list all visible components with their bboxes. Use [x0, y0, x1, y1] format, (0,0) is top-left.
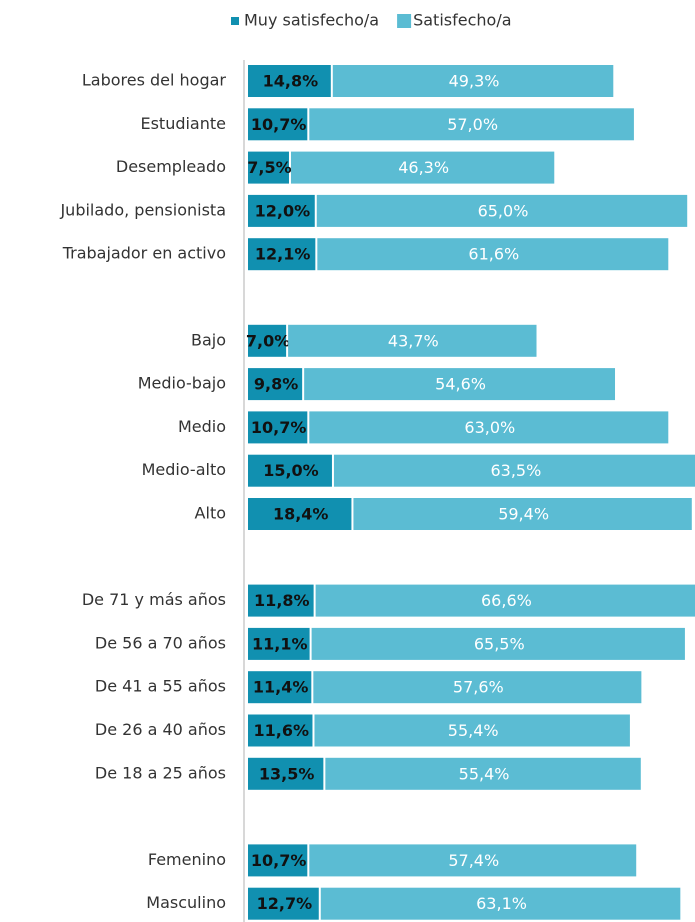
- value-label: 63,1%: [476, 894, 527, 913]
- bar-segment: [320, 887, 681, 920]
- value-label: 10,7%: [251, 851, 307, 870]
- value-label: 65,5%: [474, 634, 525, 653]
- bar-segment: [309, 411, 669, 444]
- bar-segment: [248, 757, 324, 790]
- value-label: 55,4%: [448, 721, 499, 740]
- value-label: 65,0%: [478, 201, 529, 220]
- bar-segment: [290, 151, 555, 184]
- value-label: 57,4%: [448, 851, 499, 870]
- value-label: 10,7%: [251, 418, 307, 437]
- bar-segment: [315, 584, 695, 617]
- category-label: Medio-bajo: [138, 374, 226, 393]
- value-label: 9,8%: [254, 375, 298, 394]
- value-label: 59,4%: [498, 505, 549, 524]
- bar-segment: [288, 324, 537, 357]
- category-label: Jubilado, pensionista: [59, 200, 226, 219]
- legend-swatch: [231, 17, 239, 25]
- bar-segment: [248, 368, 303, 401]
- bar-segment: [317, 238, 669, 271]
- category-label: Medio: [178, 417, 226, 436]
- bar-segment: [314, 714, 630, 747]
- value-label: 14,8%: [263, 72, 319, 91]
- bar-segment: [332, 65, 614, 97]
- bar-segment: [248, 65, 331, 97]
- legend-swatch: [397, 14, 412, 28]
- category-label: De 41 a 55 años: [95, 677, 226, 696]
- bar-segment: [248, 671, 312, 704]
- category-label: De 56 a 70 años: [95, 633, 226, 652]
- category-label: Alto: [195, 504, 226, 523]
- value-label: 12,7%: [257, 894, 313, 913]
- value-label: 11,4%: [253, 678, 309, 697]
- bar-segment: [311, 627, 685, 660]
- value-label: 12,0%: [255, 201, 311, 220]
- value-label: 43,7%: [388, 331, 439, 350]
- value-label: 11,8%: [254, 591, 310, 610]
- bar-segment: [248, 194, 315, 227]
- category-label: Bajo: [191, 330, 226, 349]
- category-label: Desempleado: [116, 157, 226, 176]
- value-label: 63,5%: [490, 461, 541, 480]
- bar-segment: [353, 498, 692, 530]
- value-label: 11,6%: [253, 721, 309, 740]
- value-label: 7,0%: [246, 331, 290, 350]
- value-label: 57,6%: [453, 678, 504, 697]
- bar-segment: [316, 194, 688, 227]
- value-label: 7,5%: [247, 158, 291, 177]
- bar-segment: [248, 844, 308, 877]
- value-label: 18,4%: [273, 505, 329, 524]
- bar-segment: [248, 584, 314, 617]
- bar-segment: [325, 757, 641, 790]
- bar-segment: [313, 671, 642, 704]
- category-label: De 18 a 25 años: [95, 763, 226, 782]
- bar-segment: [248, 454, 332, 487]
- value-label: 10,7%: [251, 115, 307, 134]
- value-label: 11,1%: [252, 634, 308, 653]
- value-label: 46,3%: [398, 158, 449, 177]
- value-label: 55,4%: [459, 764, 510, 783]
- bar-segment: [248, 108, 308, 141]
- value-label: 15,0%: [263, 461, 319, 480]
- category-label: Estudiante: [140, 114, 226, 133]
- value-label: 12,1%: [255, 245, 311, 264]
- category-label: Masculino: [146, 893, 226, 912]
- value-label: 57,0%: [447, 115, 498, 134]
- category-label: De 26 a 40 años: [95, 720, 226, 739]
- bar-segment: [248, 238, 316, 271]
- legend-label: Satisfecho/a: [413, 11, 511, 30]
- value-label: 61,6%: [468, 245, 519, 264]
- category-label: Labores del hogar: [82, 71, 227, 90]
- bar-segment: [248, 411, 308, 444]
- category-label: Femenino: [148, 850, 226, 869]
- value-label: 49,3%: [449, 72, 500, 91]
- category-label: De 71 y más años: [82, 590, 226, 609]
- bar-segment: [248, 627, 310, 660]
- legend-label: Muy satisfecho/a: [244, 11, 379, 30]
- bar-segment: [248, 324, 287, 357]
- value-label: 66,6%: [481, 591, 532, 610]
- bar-segment: [309, 108, 634, 141]
- category-label: Trabajador en activo: [62, 244, 226, 263]
- bar-segment: [248, 151, 289, 184]
- value-label: 54,6%: [435, 375, 486, 394]
- bar-segment: [248, 714, 313, 747]
- value-label: 13,5%: [259, 764, 315, 783]
- bar-segment: [309, 844, 637, 877]
- value-label: 63,0%: [464, 418, 515, 437]
- bar-segment: [333, 454, 695, 487]
- bar-segment: [248, 887, 319, 920]
- bar-segment: [304, 368, 616, 401]
- category-label: Medio-alto: [142, 460, 226, 479]
- bar-segment: [248, 498, 352, 530]
